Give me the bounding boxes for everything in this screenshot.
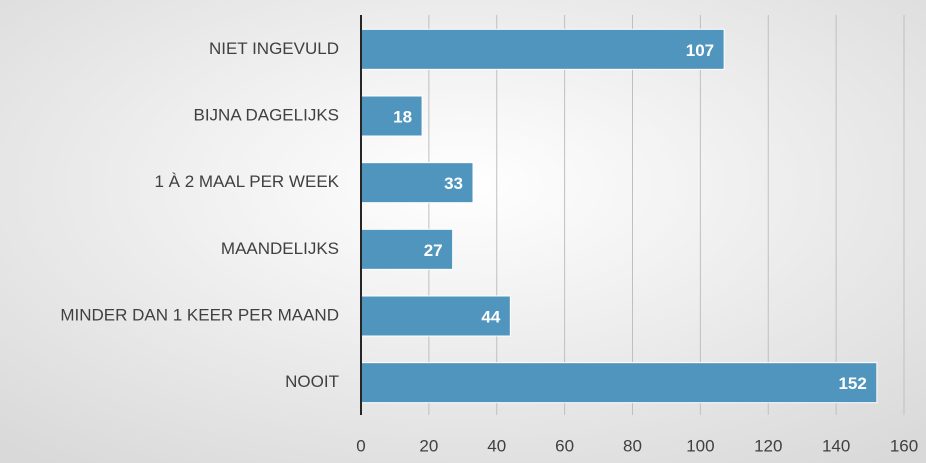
value-label: 44 — [481, 307, 500, 326]
bar — [360, 228, 454, 270]
x-tick-label: 0 — [356, 436, 365, 455]
bar — [360, 162, 474, 204]
x-tick-label: 160 — [890, 436, 918, 455]
value-label: 27 — [424, 241, 443, 260]
value-label: 107 — [686, 41, 714, 60]
value-label: 33 — [444, 174, 463, 193]
x-tick-label: 40 — [487, 436, 506, 455]
bar — [360, 362, 878, 404]
y-tick-label: MAANDELIJKS — [221, 239, 339, 258]
x-tick-label: 60 — [555, 436, 574, 455]
value-label: 18 — [393, 107, 412, 126]
bar — [360, 28, 725, 70]
x-tick-label: 20 — [419, 436, 438, 455]
x-tick-label: 120 — [754, 436, 782, 455]
y-tick-label: BIJNA DAGELIJKS — [194, 105, 340, 124]
y-tick-label: NOOIT — [285, 372, 339, 391]
value-label: 152 — [838, 374, 866, 393]
y-tick-label: 1 À 2 MAAL PER WEEK — [154, 172, 339, 191]
y-tick-label: NIET INGEVULD — [209, 39, 339, 58]
y-tick-label: MINDER DAN 1 KEER PER MAAND — [60, 305, 339, 324]
x-tick-label: 100 — [686, 436, 714, 455]
x-tick-label: 140 — [822, 436, 850, 455]
bar — [360, 95, 423, 137]
x-tick-label: 80 — [623, 436, 642, 455]
